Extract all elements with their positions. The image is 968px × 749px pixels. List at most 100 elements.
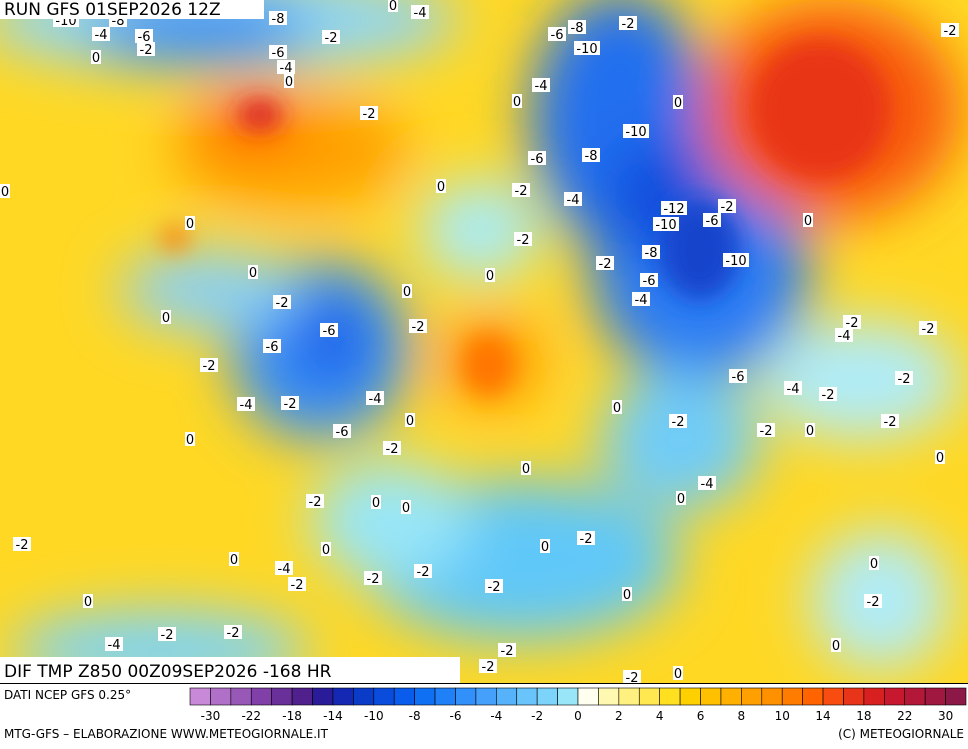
contour-label: -2 bbox=[922, 322, 935, 337]
contour-label-box bbox=[577, 531, 595, 545]
contour-label: -2 bbox=[599, 257, 612, 272]
contour-label: -4 bbox=[278, 562, 291, 577]
contour-label: -4 bbox=[635, 293, 648, 308]
contour-label-box bbox=[757, 423, 775, 437]
contour-label: -2 bbox=[488, 580, 501, 595]
contour-label: -2 bbox=[822, 388, 835, 403]
contour-label-box bbox=[895, 371, 913, 385]
contour-label: 0 bbox=[486, 269, 494, 284]
contour-label: -6 bbox=[266, 340, 279, 355]
contour-label: -4 bbox=[787, 382, 800, 397]
contour-label-box bbox=[371, 495, 381, 509]
colorbar-swatch bbox=[291, 687, 313, 706]
colorbar-label: -2 bbox=[531, 709, 543, 723]
contour-label: -2 bbox=[884, 415, 897, 430]
contour-label-box bbox=[512, 94, 522, 108]
title-box bbox=[0, 0, 264, 19]
contour-label-box bbox=[642, 245, 660, 259]
contour-label-box bbox=[669, 414, 687, 428]
contour-label: 0 bbox=[162, 311, 170, 326]
contour-label-box bbox=[661, 201, 687, 215]
contour-label: -2 bbox=[227, 626, 240, 641]
contour-label-box bbox=[284, 74, 294, 88]
contour-label: 0 bbox=[186, 433, 194, 448]
contour-label: 0 bbox=[437, 180, 445, 195]
contour-label: -2 bbox=[517, 233, 530, 248]
contour-label-box bbox=[436, 179, 446, 193]
contour-labels: -10 -8 -8-4 -6-20 -6-40-2-40-6 -8-10-2 -2-40 0-… bbox=[0, 0, 959, 686]
contour-label-box bbox=[105, 637, 123, 651]
contour-label: -2 bbox=[515, 184, 528, 199]
contour-label: -4 bbox=[240, 398, 253, 413]
field-title: DIF TMP Z850 00Z09SEP2026 -168 HR bbox=[4, 662, 332, 682]
contour-label-box bbox=[360, 106, 378, 120]
colorbar-label: 22 bbox=[897, 709, 912, 723]
contour-label-box bbox=[498, 643, 516, 657]
contour-label: 0 bbox=[832, 639, 840, 654]
contour-label-box bbox=[414, 564, 432, 578]
contour-label: -4 bbox=[280, 61, 293, 76]
contour-label-box bbox=[83, 594, 93, 608]
colorbar-label: 10 bbox=[775, 709, 790, 723]
contour-label-box bbox=[263, 339, 281, 353]
colorbar-swatch bbox=[822, 687, 844, 706]
contour-label: 0 bbox=[674, 96, 682, 111]
colorbar-swatch bbox=[700, 687, 722, 706]
contour-label-box bbox=[366, 391, 384, 405]
contour-label: -6 bbox=[336, 425, 349, 440]
contour-label: -2 bbox=[417, 565, 430, 580]
contour-label-box bbox=[514, 232, 532, 246]
contour-label: -4 bbox=[838, 329, 851, 344]
contour-label: -4 bbox=[108, 638, 121, 653]
contour-label-box bbox=[835, 328, 853, 342]
colorbar-label: -8 bbox=[409, 709, 421, 723]
contour-label: -6 bbox=[732, 370, 745, 385]
colorbar-label: -18 bbox=[282, 709, 302, 723]
contour-label-box bbox=[676, 491, 686, 505]
contour-label: 0 bbox=[92, 51, 100, 66]
contour-label-box bbox=[548, 27, 566, 41]
contour-label-box bbox=[784, 381, 802, 395]
colorbar-swatch bbox=[863, 687, 885, 706]
contour-label: -2 bbox=[626, 671, 639, 686]
contour-label: -4 bbox=[369, 392, 382, 407]
contour-label-box bbox=[277, 60, 295, 74]
colorbar-label: -22 bbox=[241, 709, 261, 723]
contour-label-box bbox=[843, 315, 861, 329]
colorbar-swatch bbox=[884, 687, 906, 706]
colorbar-swatch bbox=[761, 687, 783, 706]
contour-label-box bbox=[819, 387, 837, 401]
contour-label: -2 bbox=[325, 31, 338, 46]
contour-label: -4 bbox=[535, 79, 548, 94]
contour-label: 0 bbox=[249, 266, 257, 281]
credit: MTG-GFS – ELABORAZIONE WWW.METEOGIORNALE… bbox=[4, 727, 329, 741]
contour-label: -2 bbox=[367, 572, 380, 587]
colorbar-swatch bbox=[475, 687, 497, 706]
contour-label-box bbox=[322, 30, 340, 44]
contour-label-box bbox=[622, 587, 632, 601]
contour-label: 0 bbox=[541, 540, 549, 555]
contour-label: -2 bbox=[501, 644, 514, 659]
colorbar-swatch bbox=[945, 687, 967, 706]
copyright: (C) METEOGIORNALE bbox=[838, 727, 964, 741]
colorbar-label: -14 bbox=[323, 709, 343, 723]
contour-label-box bbox=[0, 184, 10, 198]
colorbar-label: -6 bbox=[449, 709, 461, 723]
contour-label-box bbox=[568, 20, 586, 34]
contour-label: -2 bbox=[203, 359, 216, 374]
contour-label-box bbox=[919, 321, 937, 335]
contour-label-box bbox=[729, 369, 747, 383]
colorbar-swatch bbox=[230, 687, 252, 706]
contour-label-box bbox=[185, 432, 195, 446]
contour-label: 0 bbox=[870, 557, 878, 572]
contour-label: -2 bbox=[309, 495, 322, 510]
contour-label-box bbox=[161, 310, 171, 324]
contour-label: 0 bbox=[84, 595, 92, 610]
contour-label-box bbox=[306, 494, 324, 508]
contour-label-box bbox=[528, 151, 546, 165]
contour-label: -4 bbox=[567, 193, 580, 208]
contour-label-box bbox=[320, 323, 338, 337]
contour-label-box bbox=[653, 217, 679, 231]
contour-label-box bbox=[485, 268, 495, 282]
